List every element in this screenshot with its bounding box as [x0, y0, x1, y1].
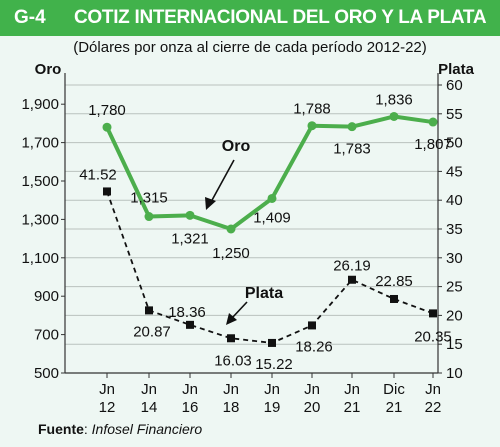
- left-tick-label: 1,700: [21, 135, 59, 152]
- oro-data-label: 1,409: [253, 209, 291, 226]
- oro-data-label: 1,321: [171, 230, 209, 247]
- plata-point: [348, 275, 356, 284]
- x-tick-label: 12: [99, 399, 116, 416]
- right-tick-label: 10: [446, 365, 463, 382]
- plata-point: [308, 321, 316, 330]
- chart-id: G-4: [14, 7, 46, 28]
- plata-data-label: 20.87: [133, 323, 171, 340]
- x-tick-label: Dic: [383, 381, 405, 398]
- x-tick-label: Jn: [182, 381, 198, 398]
- plata-data-label: 41.52: [79, 166, 117, 183]
- right-tick-label: 50: [446, 135, 463, 152]
- right-tick-label: 35: [446, 221, 463, 238]
- plata-point: [227, 334, 235, 343]
- right-tick-label: 40: [446, 192, 463, 209]
- oro-point: [428, 117, 438, 127]
- source-separator: :: [83, 421, 92, 437]
- left-tick-label: 700: [34, 327, 59, 344]
- right-tick-label: 25: [446, 279, 463, 296]
- oro-point: [307, 121, 317, 131]
- x-tick-label: 18: [223, 399, 240, 416]
- oro-point: [267, 193, 277, 203]
- chart-header: G-4 COTIZ INTERNACIONAL DEL ORO Y LA PLA…: [0, 0, 500, 36]
- x-tick-label: Jn: [141, 381, 157, 398]
- left-tick-label: 900: [34, 288, 59, 305]
- left-tick-label: 500: [34, 365, 59, 382]
- x-tick-label: Jn: [344, 381, 360, 398]
- plata-point: [429, 309, 437, 318]
- left-tick-label: 1,100: [21, 250, 59, 267]
- plata-data-label: 18.26: [295, 338, 333, 355]
- right-axis-title: Plata: [438, 61, 475, 78]
- right-tick-label: 45: [446, 163, 463, 180]
- oro-point: [389, 111, 399, 121]
- source-name: Infosel Financiero: [91, 421, 203, 437]
- oro-arrow-head: [205, 197, 216, 210]
- plata-point: [103, 187, 111, 196]
- oro-point: [102, 122, 112, 132]
- plata-data-label: 18.36: [168, 304, 206, 321]
- source-note: Fuente: Infosel Financiero: [38, 421, 202, 437]
- x-tick-label: 21: [386, 399, 403, 416]
- oro-data-label: 1,783: [333, 141, 371, 158]
- plata-data-label: 16.03: [214, 352, 252, 369]
- chart-subtitle: (Dólares por onza al cierre de cada perí…: [73, 39, 427, 56]
- x-tick-label: Jn: [425, 381, 441, 398]
- plata-point: [186, 320, 194, 329]
- x-tick-label: Jn: [99, 381, 115, 398]
- oro-point: [185, 210, 195, 220]
- oro-series-label: Oro: [222, 138, 251, 155]
- oro-data-label: 1,780: [88, 102, 126, 119]
- oro-data-label: 1,807: [414, 136, 452, 153]
- chart-title: COTIZ INTERNACIONAL DEL ORO Y LA PLATA: [74, 7, 487, 28]
- plata-data-label: 26.19: [333, 258, 371, 275]
- right-tick-label: 15: [446, 336, 463, 353]
- plata-data-label: 20.35: [414, 328, 452, 345]
- oro-point: [144, 212, 154, 222]
- right-tick-label: 55: [446, 106, 463, 123]
- x-tick-label: 14: [141, 399, 158, 416]
- x-tick-label: 22: [425, 399, 442, 416]
- x-tick-label: Jn: [304, 381, 320, 398]
- left-tick-label: 1,900: [21, 96, 59, 113]
- x-tick-label: 19: [264, 399, 281, 416]
- plata-data-label: 15.22: [255, 356, 293, 373]
- right-tick-label: 20: [446, 307, 463, 324]
- oro-data-label: 1,250: [212, 245, 250, 262]
- x-tick-label: 16: [182, 399, 199, 416]
- plata-data-label: 22.85: [375, 273, 413, 290]
- source-label: Fuente: [38, 421, 84, 437]
- plata-series-label: Plata: [245, 285, 283, 302]
- x-tick-label: Jn: [223, 381, 239, 398]
- plata-point: [145, 306, 153, 315]
- right-tick-label: 60: [446, 77, 463, 94]
- oro-data-label: 1,836: [375, 91, 413, 108]
- left-tick-label: 1,500: [21, 173, 59, 190]
- x-tick-label: 21: [344, 399, 361, 416]
- plata-arrow-head: [226, 313, 237, 325]
- oro-point: [347, 122, 357, 132]
- plata-point: [268, 338, 276, 347]
- oro-arrow-line: [210, 159, 235, 203]
- x-tick-label: Jn: [264, 381, 280, 398]
- x-tick-label: 20: [304, 399, 321, 416]
- right-tick-label: 30: [446, 250, 463, 267]
- oro-point: [226, 224, 236, 234]
- oro-data-label: 1,315: [130, 190, 168, 207]
- plata-arrow-line: [231, 301, 248, 319]
- oro-data-label: 1,788: [293, 101, 331, 118]
- plata-point: [390, 294, 398, 303]
- left-axis-title: Oro: [35, 61, 62, 78]
- left-tick-label: 1,300: [21, 211, 59, 228]
